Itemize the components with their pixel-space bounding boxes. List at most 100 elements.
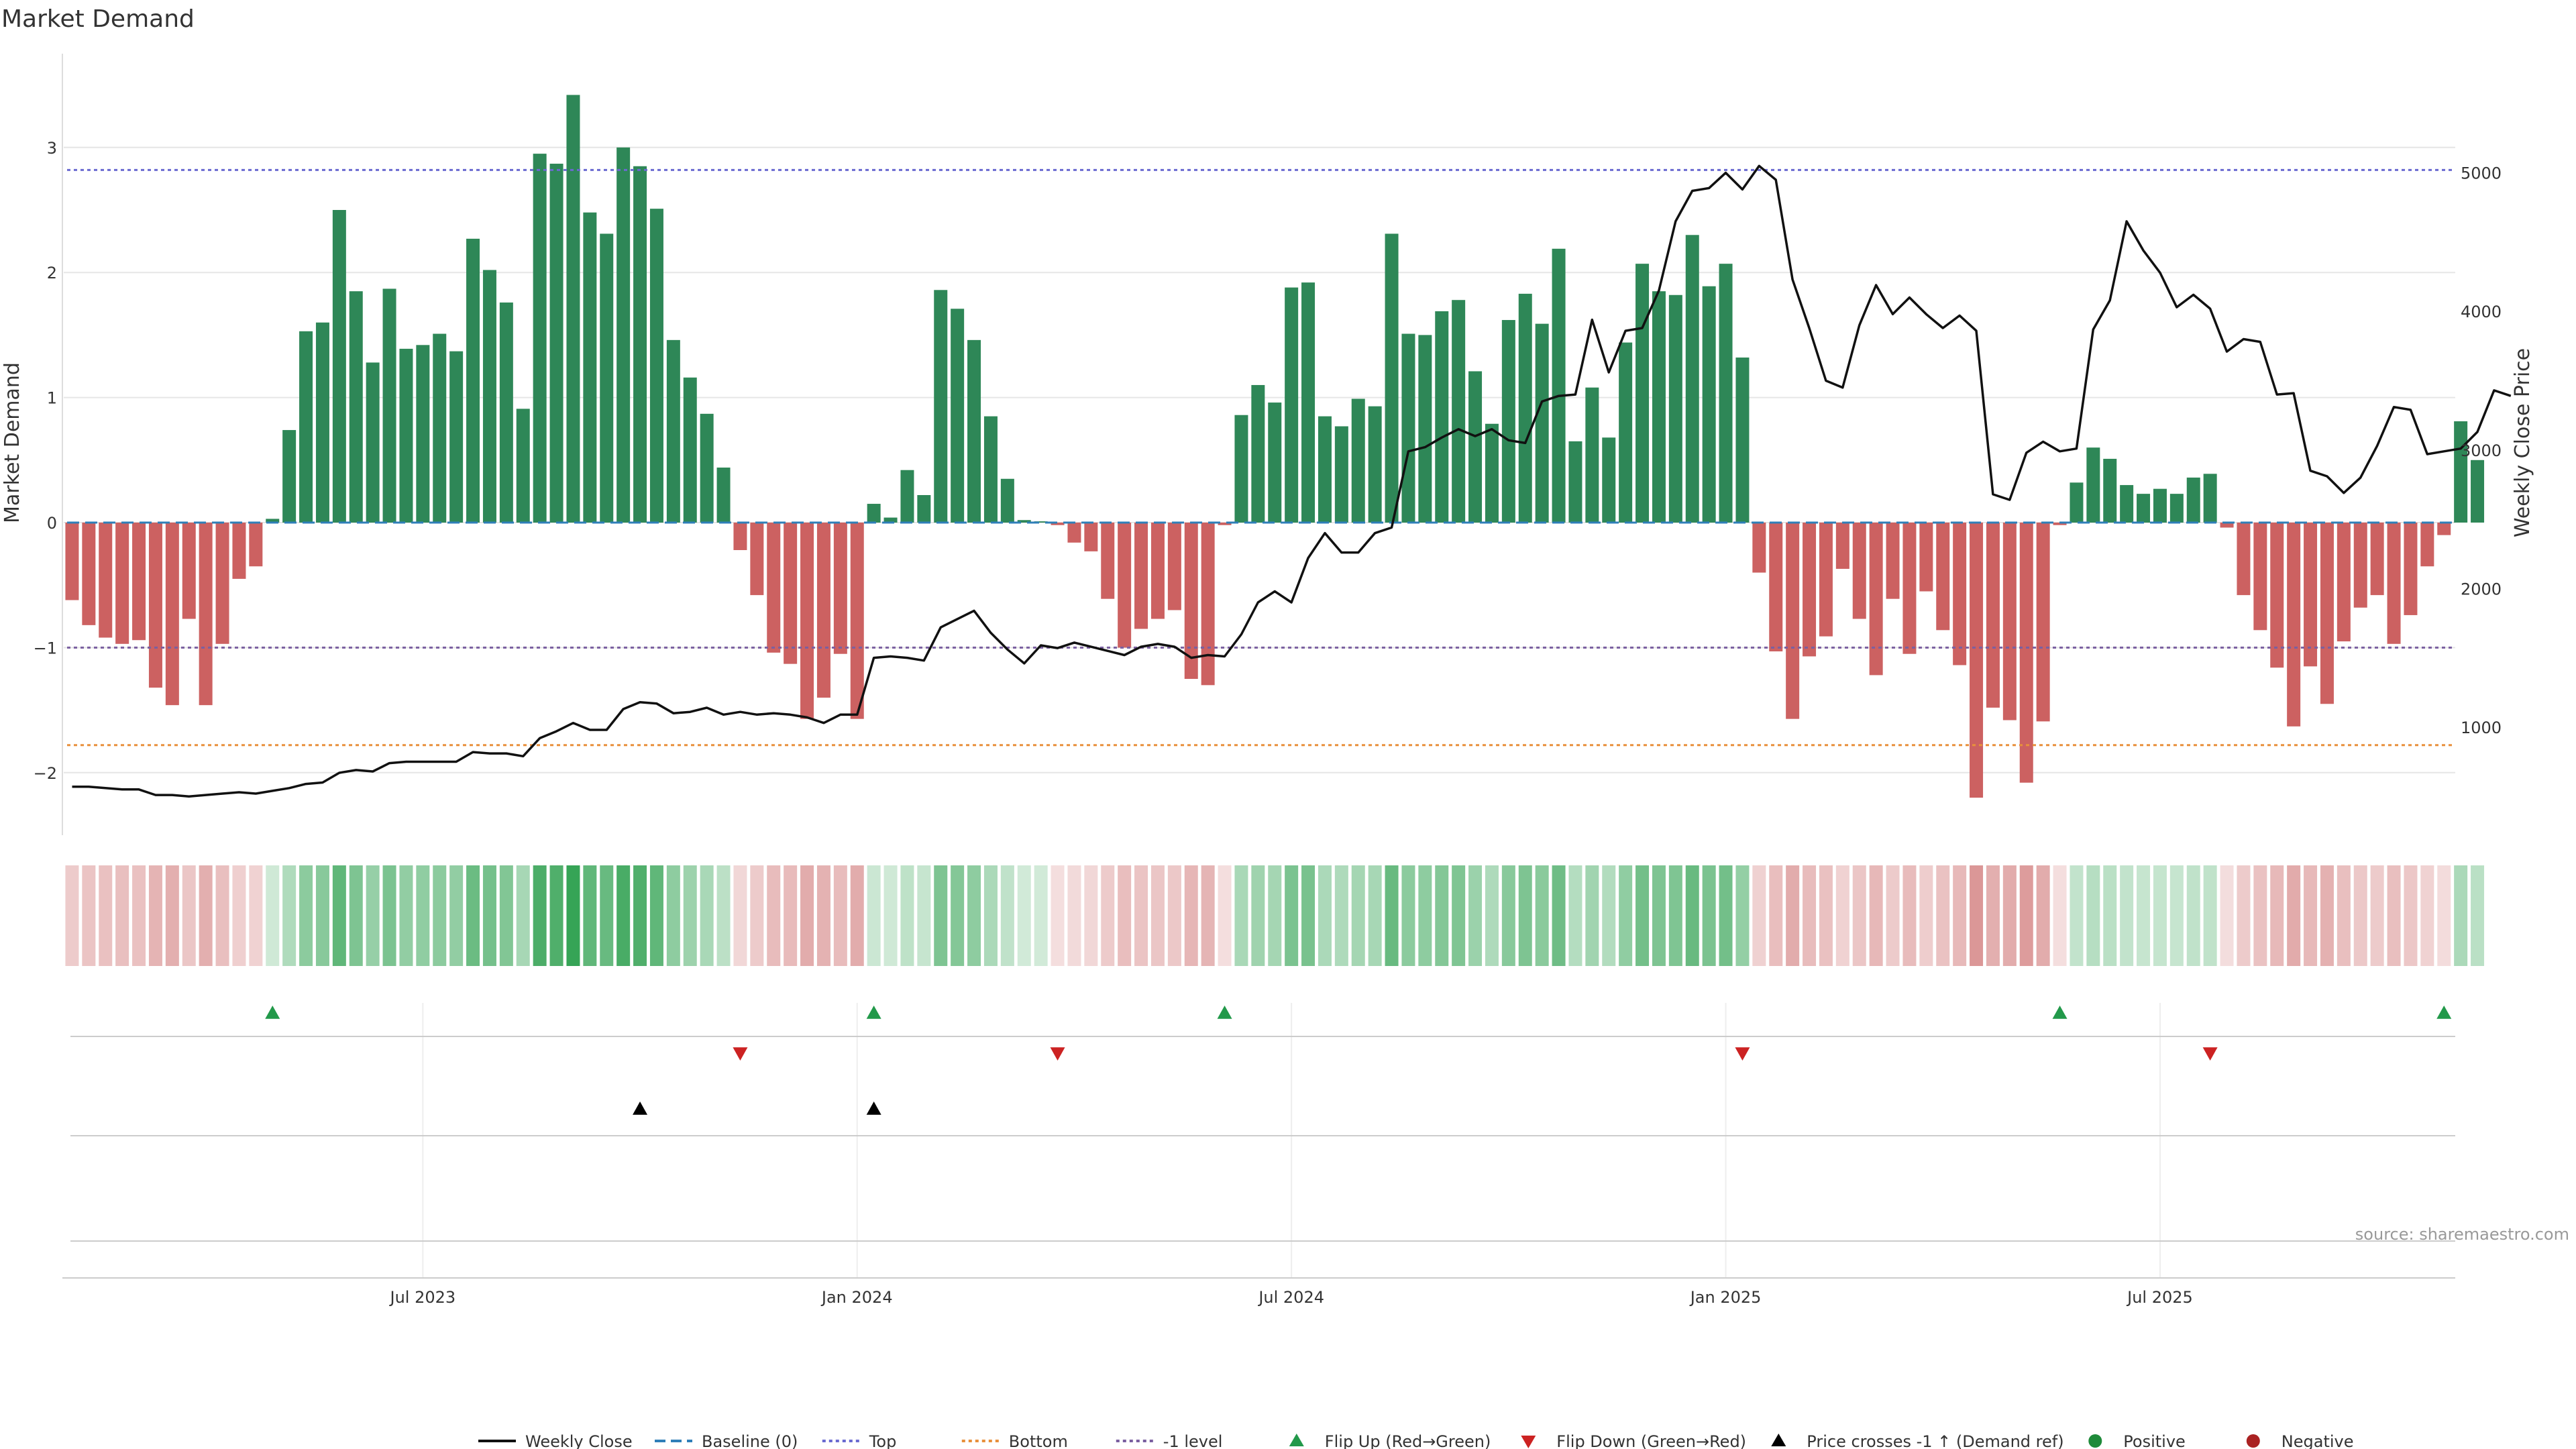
heat-cell [816,865,830,966]
demand-heat-strip [65,865,2485,966]
demand-bar [816,523,830,698]
heat-cell [1334,865,1348,966]
demand-bar [2353,523,2367,608]
heat-cell [750,865,764,966]
heat-cell [2304,865,2318,966]
demand-bar [132,523,146,641]
heat-cell [883,865,898,966]
heat-cell [1318,865,1332,966]
demand-bar [1485,423,1499,523]
demand-bar [115,523,129,644]
demand-bar [2203,474,2217,523]
heat-cell [1468,865,1483,966]
demand-bar [2287,523,2301,727]
heat-cell [182,865,196,966]
heat-cell [266,865,280,966]
heat-cell [2103,865,2117,966]
demand-bar [2103,458,2117,523]
heat-cell [583,865,597,966]
heat-cell [466,865,480,966]
x-tick-label: Jul 2024 [1257,1288,1324,1307]
left-tick-label: −1 [34,639,57,657]
demand-bar [1685,235,1699,523]
legend-label: Baseline (0) [702,1432,798,1449]
demand-bar [533,154,547,523]
triangle-down-icon [1521,1436,1536,1448]
demand-bar [2120,485,2134,523]
heat-cell [2169,865,2184,966]
legend-item: Top [822,1432,897,1449]
demand-bar [1084,523,1098,551]
demand-bar [1919,523,1933,592]
demand-bar [1786,523,1800,719]
heat-cell [2287,865,2301,966]
demand-bar [2002,523,2017,720]
legend-item: Bottom [961,1432,1068,1449]
flip-down-marker [1050,1047,1065,1061]
heat-cell [1803,865,1817,966]
heat-cell [1301,865,1316,966]
heat-cell [1719,865,1733,966]
heat-cell [132,865,146,966]
axes: 3 2 1 0 −1 −2 5000 4000 3000 2000 1000 Jul 2023 Jan … [34,54,2502,1307]
demand-bar [683,377,697,523]
demand-bar [833,523,847,654]
demand-bar [215,523,229,644]
heat-cell [2337,865,2351,966]
demand-bar [733,523,747,551]
heat-cell [733,865,747,966]
left-axis-title: Market Demand [1,362,24,523]
heat-cell [1251,865,1265,966]
heat-cell [716,865,731,966]
demand-bar [433,333,447,523]
demand-bar [1017,520,1031,523]
demand-bar [1051,523,1065,525]
demand-bar [282,430,297,523]
demand-bar [1318,416,1332,523]
left-tick-label: 1 [47,389,57,408]
demand-bars [65,95,2485,798]
demand-bar [1986,523,2000,708]
heat-cell [215,865,229,966]
demand-bar [2019,523,2033,783]
weekly-close-series [72,164,2512,798]
heat-cell [1218,865,1232,966]
legend-item: -1 level [1116,1432,1222,1449]
demand-bar [1468,371,1483,523]
heat-cell [2186,865,2200,966]
weekly-close-line [72,164,2512,798]
demand-bar [800,523,814,719]
heat-cell [600,865,614,966]
demand-bar [1518,293,1532,523]
demand-bar [1635,264,1650,523]
flip-up-marker [1217,1006,1232,1019]
legend-label: Top [869,1432,897,1449]
demand-bar [2070,482,2084,523]
heat-cell [1819,865,1833,966]
right-tick-label: 1000 [2461,718,2502,737]
heat-cell [549,865,564,966]
demand-bar [482,270,496,523]
heat-cell [1786,865,1800,966]
heat-cell [2353,865,2367,966]
demand-bar [951,309,965,523]
heat-cell [1234,865,1248,966]
legend-item: Positive [2088,1432,2186,1449]
demand-bar [1803,523,1817,657]
demand-bar [1184,523,1198,679]
demand-bar [2137,494,2151,523]
right-tick-label: 3000 [2461,441,2502,460]
heat-cell [1150,865,1165,966]
demand-bar [1936,523,1950,631]
demand-bar [165,523,179,706]
heat-cell [1568,865,1582,966]
demand-bar [2437,523,2451,535]
demand-bar [767,523,781,653]
heat-cell [1668,865,1682,966]
circle-icon [2088,1434,2102,1448]
demand-bar [1835,523,1849,569]
demand-bar [2237,523,2251,596]
heat-cell [1351,865,1365,966]
heat-cell [1501,865,1515,966]
demand-bar [1902,523,1917,654]
